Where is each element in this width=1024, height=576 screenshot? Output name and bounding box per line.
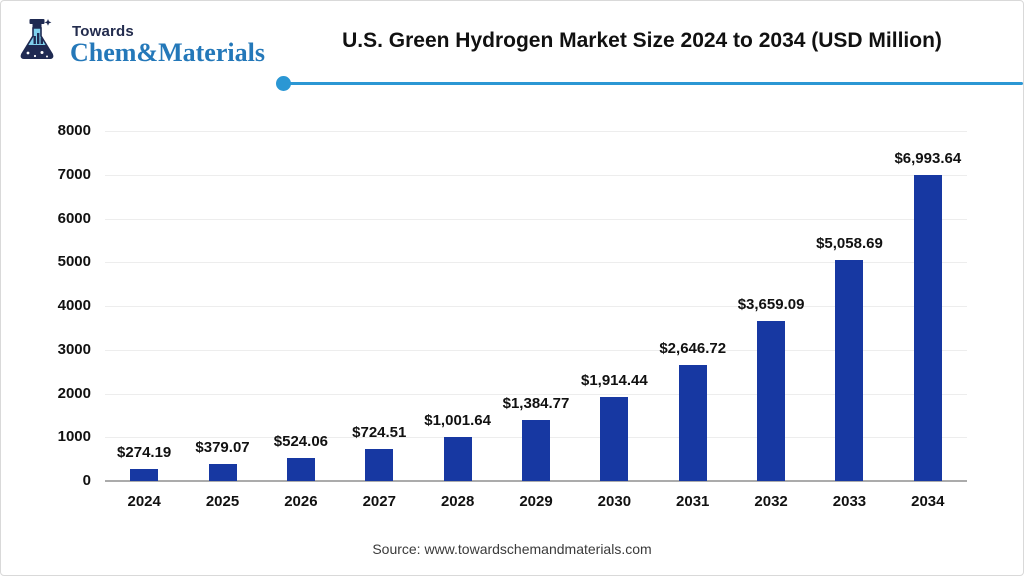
title-underline bbox=[284, 82, 1023, 85]
x-tick-label: 2029 bbox=[519, 493, 553, 510]
y-tick-label: 0 bbox=[82, 472, 91, 489]
bar-value-label: $2,646.72 bbox=[659, 340, 727, 358]
bar-2028 bbox=[443, 437, 472, 481]
bar-2032 bbox=[757, 320, 786, 481]
bar-2031 bbox=[678, 365, 707, 481]
y-gridline-6000 bbox=[105, 218, 967, 220]
y-gridline-0 bbox=[105, 480, 967, 482]
y-tick-label: 5000 bbox=[57, 253, 91, 271]
title-underline-dot bbox=[276, 76, 291, 91]
source-text: Source: www.towardschemandmaterials.com bbox=[372, 541, 652, 557]
y-tick-label: 8000 bbox=[57, 122, 91, 139]
bar-value-label: $3,659.09 bbox=[737, 295, 805, 313]
x-tick-label: 2034 bbox=[911, 493, 945, 510]
y-tick-label: 2000 bbox=[57, 384, 91, 402]
y-gridline-5000 bbox=[105, 262, 967, 264]
bar-2027 bbox=[365, 449, 394, 481]
bar-2025 bbox=[208, 464, 237, 481]
y-tick-label: 7000 bbox=[57, 165, 91, 183]
y-tick-label: 6000 bbox=[57, 209, 91, 227]
y-gridline-2000 bbox=[105, 393, 967, 395]
y-tick-label: 3000 bbox=[57, 340, 91, 358]
chart-title: U.S. Green Hydrogen Market Size 2024 to … bbox=[342, 29, 942, 52]
bar-2029 bbox=[522, 420, 550, 481]
bar-value-label: $1,001.64 bbox=[424, 412, 491, 430]
x-tick-label: 2033 bbox=[832, 493, 867, 510]
flask-icon bbox=[20, 19, 54, 59]
bar-2030 bbox=[600, 397, 629, 481]
bar-2026 bbox=[286, 458, 315, 481]
bar-2034 bbox=[913, 175, 942, 481]
y-gridline-3000 bbox=[105, 349, 967, 351]
x-tick-label: 2026 bbox=[284, 493, 318, 510]
x-tick-label: 2027 bbox=[362, 493, 396, 510]
bar-value-label: $1,384.77 bbox=[502, 395, 570, 413]
brand-name-bottom: Chem&Materials bbox=[70, 38, 265, 67]
bar-value-label: $1,914.44 bbox=[580, 372, 648, 390]
y-gridline-4000 bbox=[105, 306, 967, 307]
bar-value-label: $274.19 bbox=[117, 444, 172, 461]
bar-value-label: $724.51 bbox=[352, 424, 407, 442]
y-tick-label: 4000 bbox=[57, 297, 91, 314]
bar-2033 bbox=[835, 259, 864, 481]
y-tick-label: 1000 bbox=[57, 428, 91, 446]
x-tick-label: 2032 bbox=[754, 493, 788, 510]
bar-2024 bbox=[130, 469, 159, 481]
x-tick-label: 2024 bbox=[127, 493, 161, 510]
x-tick-label: 2031 bbox=[676, 493, 710, 510]
brand-name-top: Towards bbox=[72, 23, 134, 40]
x-tick-label: 2030 bbox=[597, 493, 632, 510]
bar-value-label: $6,993.64 bbox=[894, 150, 962, 168]
bar-value-label: $524.06 bbox=[273, 433, 329, 451]
bar-value-label: $379.07 bbox=[195, 439, 250, 457]
bar-value-label: $5,058.69 bbox=[816, 234, 883, 252]
y-gridline-8000 bbox=[105, 131, 967, 132]
x-tick-label: 2025 bbox=[205, 493, 240, 510]
brand-logo: Towards Chem&Materials bbox=[14, 17, 284, 77]
x-tick-label: 2028 bbox=[440, 493, 475, 510]
y-gridline-7000 bbox=[105, 174, 967, 176]
